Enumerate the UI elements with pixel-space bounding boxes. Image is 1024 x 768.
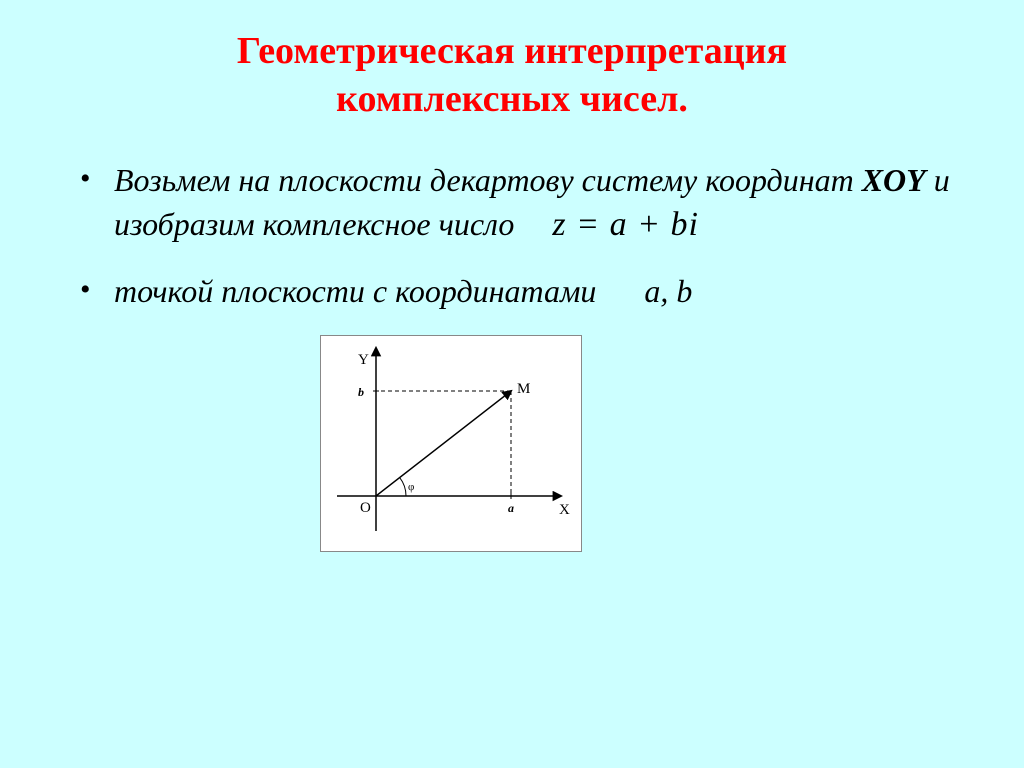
bullet-2-text: точкой плоскости с координатами	[114, 273, 596, 309]
svg-text:b: b	[358, 385, 364, 399]
title-line-2: комплексных чисел.	[336, 78, 688, 120]
bullet-1-text-1: Возьмем на плоскости декартову систему к…	[114, 162, 862, 198]
diagram-svg: Y X O Ma b φ	[321, 336, 581, 546]
bullet-1: Возьмем на плоскости декартову систему к…	[80, 159, 964, 248]
diagram-container: Y X O Ma b φ	[320, 335, 964, 552]
bullet-list: Возьмем на плоскости декартову систему к…	[80, 159, 964, 313]
svg-text:Y: Y	[358, 352, 369, 368]
svg-text:φ: φ	[408, 481, 414, 493]
coord-system-label: XOY	[862, 162, 926, 198]
slide: Геометрическая интерпретация комплексных…	[0, 0, 1024, 768]
svg-text:M: M	[517, 381, 530, 397]
svg-text:a: a	[508, 501, 514, 515]
svg-text:O: O	[360, 500, 371, 516]
complex-plane-diagram: Y X O Ma b φ	[320, 335, 582, 552]
svg-text:X: X	[559, 502, 570, 518]
formula-z: z = a + bi	[552, 206, 699, 243]
coords-a-b: a, b	[644, 273, 692, 309]
bullet-2: точкой плоскости с координатами a, b	[80, 270, 964, 313]
slide-title: Геометрическая интерпретация комплексных…	[60, 28, 964, 123]
title-line-1: Геометрическая интерпретация	[237, 30, 787, 72]
